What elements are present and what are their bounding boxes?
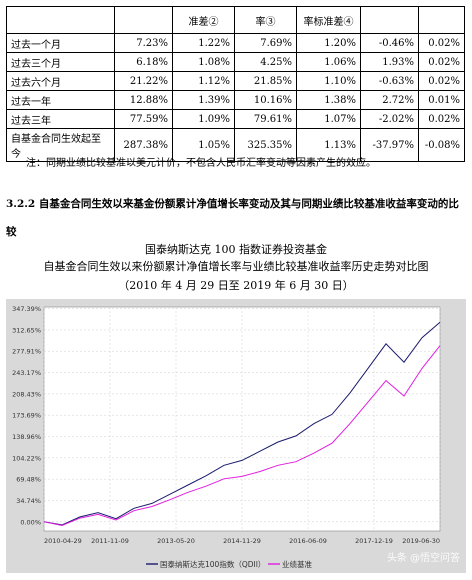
row-label: 过去六个月 (6, 71, 115, 91)
table-cell: 1.09% (172, 109, 235, 129)
y-tick-label: 208.43% (12, 390, 41, 398)
table-cell: 0.02% (418, 109, 465, 129)
table-row: 过去三年 77.59% 1.09% 79.61% 1.07% -2.02% 0.… (6, 109, 465, 129)
table-header-cell: 率③ (234, 6, 297, 34)
table-cell: 4.25% (234, 52, 297, 72)
table-cell: 1.06% (296, 52, 361, 72)
row-label: 过去一个月 (6, 33, 115, 53)
legend-label-fund: 国泰纳斯达克100指数（QDII） (160, 559, 265, 569)
table-cell: -0.63% (360, 71, 419, 91)
table-cell: -0.46% (360, 33, 419, 53)
chart-title-fund-name: 国泰纳斯达克 100 指数证券投资基金 (145, 243, 327, 256)
row-label: 自基金合同生效起至今 (6, 128, 115, 162)
series-line-fund (43, 321, 441, 526)
x-tick-label: 2010-04-29 (44, 537, 82, 545)
table-cell: 1.38% (296, 90, 361, 110)
x-tick-label: 2013-05-20 (157, 537, 195, 545)
performance-table: 准差② 率③ 率标准差④ 过去一个月 7.23% 1.22% 7.69% 1.2… (6, 6, 465, 162)
row-label: 过去三年 (6, 109, 115, 129)
table-row: 过去六个月 21.22% 1.12% 21.85% 1.10% -0.63% 0… (6, 71, 465, 91)
y-tick-label: 138.96% (12, 433, 41, 441)
watermark: 头条 @悟空问答 (387, 551, 460, 564)
table-cell: 0.02% (418, 52, 465, 72)
x-tick-label: 2011-11-09 (91, 537, 129, 545)
x-tick-label: 2014-11-29 (223, 537, 261, 545)
row-label: 过去三个月 (6, 52, 115, 72)
table-header-cell: 准差② (172, 6, 235, 34)
x-tick-label: 2019-06-30 (402, 537, 440, 545)
series-line-benchmark (43, 345, 441, 527)
table-row: 过去一年 12.88% 1.39% 10.16% 1.38% 2.72% 0.0… (6, 90, 465, 110)
y-tick-label: 34.74% (16, 497, 41, 505)
table-header-cell: 率标准差④ (296, 6, 361, 34)
y-tick-label: 104.22% (12, 454, 41, 462)
y-tick-label: 312.65% (12, 326, 41, 334)
table-cell: 6.18% (114, 52, 173, 72)
y-tick-label: 0.00% (20, 518, 41, 526)
chart-frame: 0.00% 34.74% 69.48% 104.22% 138.96% 173.69% 20… (6, 299, 466, 573)
table-cell: -0.08% (418, 128, 465, 162)
table-cell: 1.22% (172, 33, 235, 53)
row-label: 过去一年 (6, 90, 115, 110)
y-tick-label: 243.17% (12, 369, 41, 377)
table-row: 过去三个月 6.18% 1.08% 4.25% 1.06% 1.93% 0.02… (6, 52, 465, 72)
table-header-row: 准差② 率③ 率标准差④ (6, 6, 465, 34)
chart-title-description: 自基金合同生效以来份额累计净值增长率与业绩比较基准收益率历史走势对比图 (43, 260, 429, 273)
y-tick-label: 69.48% (16, 476, 41, 484)
table-cell: 1.07% (296, 109, 361, 129)
table-header-cell (114, 6, 173, 34)
table-cell: 0.01% (418, 90, 465, 110)
x-tick-label: 2017-12-19 (355, 537, 393, 545)
table-cell: 21.85% (234, 71, 297, 91)
table-header-cell (360, 6, 419, 34)
x-tick-label: 2016-06-09 (289, 537, 327, 545)
y-tick-label: 173.69% (12, 412, 41, 420)
y-tick-label: 277.91% (12, 348, 41, 356)
table-cell: 1.12% (172, 71, 235, 91)
performance-line-chart: 0.00% 34.74% 69.48% 104.22% 138.96% 173.69% 20… (12, 305, 460, 569)
table-header-cell (418, 6, 465, 34)
table-cell: 1.10% (296, 71, 361, 91)
table-cell: 2.72% (360, 90, 419, 110)
table-cell: -2.02% (360, 109, 419, 129)
legend-label-benchmark: 业绩基准 (282, 559, 312, 569)
table-cell: 1.08% (172, 52, 235, 72)
table-header-cell (6, 6, 115, 34)
table-cell: 7.23% (114, 33, 173, 53)
table-cell: 0.02% (418, 33, 465, 53)
table-cell: 21.22% (114, 71, 173, 91)
table-cell: 77.59% (114, 109, 173, 129)
table-cell: 12.88% (114, 90, 173, 110)
section-heading: 3.2.2 自基金合同生效以来基金份额累计净值增长率变动及其与同期业绩比较基准收… (6, 198, 459, 238)
table-cell: 1.20% (296, 33, 361, 53)
table-cell: 1.93% (360, 52, 419, 72)
chart-title-period: （2010 年 4 月 29 日至 2019 年 6 月 30 日） (118, 279, 354, 292)
table-footnote: 注：同期业绩比较基准以美元计价，不包含人民币汇率变动等因素产生的效应。 (26, 158, 376, 169)
table-cell: 7.69% (234, 33, 297, 53)
table-row: 过去一个月 7.23% 1.22% 7.69% 1.20% -0.46% 0.0… (6, 33, 465, 53)
y-tick-label: 347.39% (12, 305, 41, 313)
table-row: 自基金合同生效起至今 287.38% 1.05% 325.35% 1.13% -… (6, 128, 465, 162)
table-cell: 0.02% (418, 71, 465, 91)
table-cell: 79.61% (234, 109, 297, 129)
table-cell: 1.39% (172, 90, 235, 110)
table-cell: 10.16% (234, 90, 297, 110)
table-cell: -37.97% (360, 128, 419, 162)
table-cell: 1.13% (296, 128, 361, 162)
